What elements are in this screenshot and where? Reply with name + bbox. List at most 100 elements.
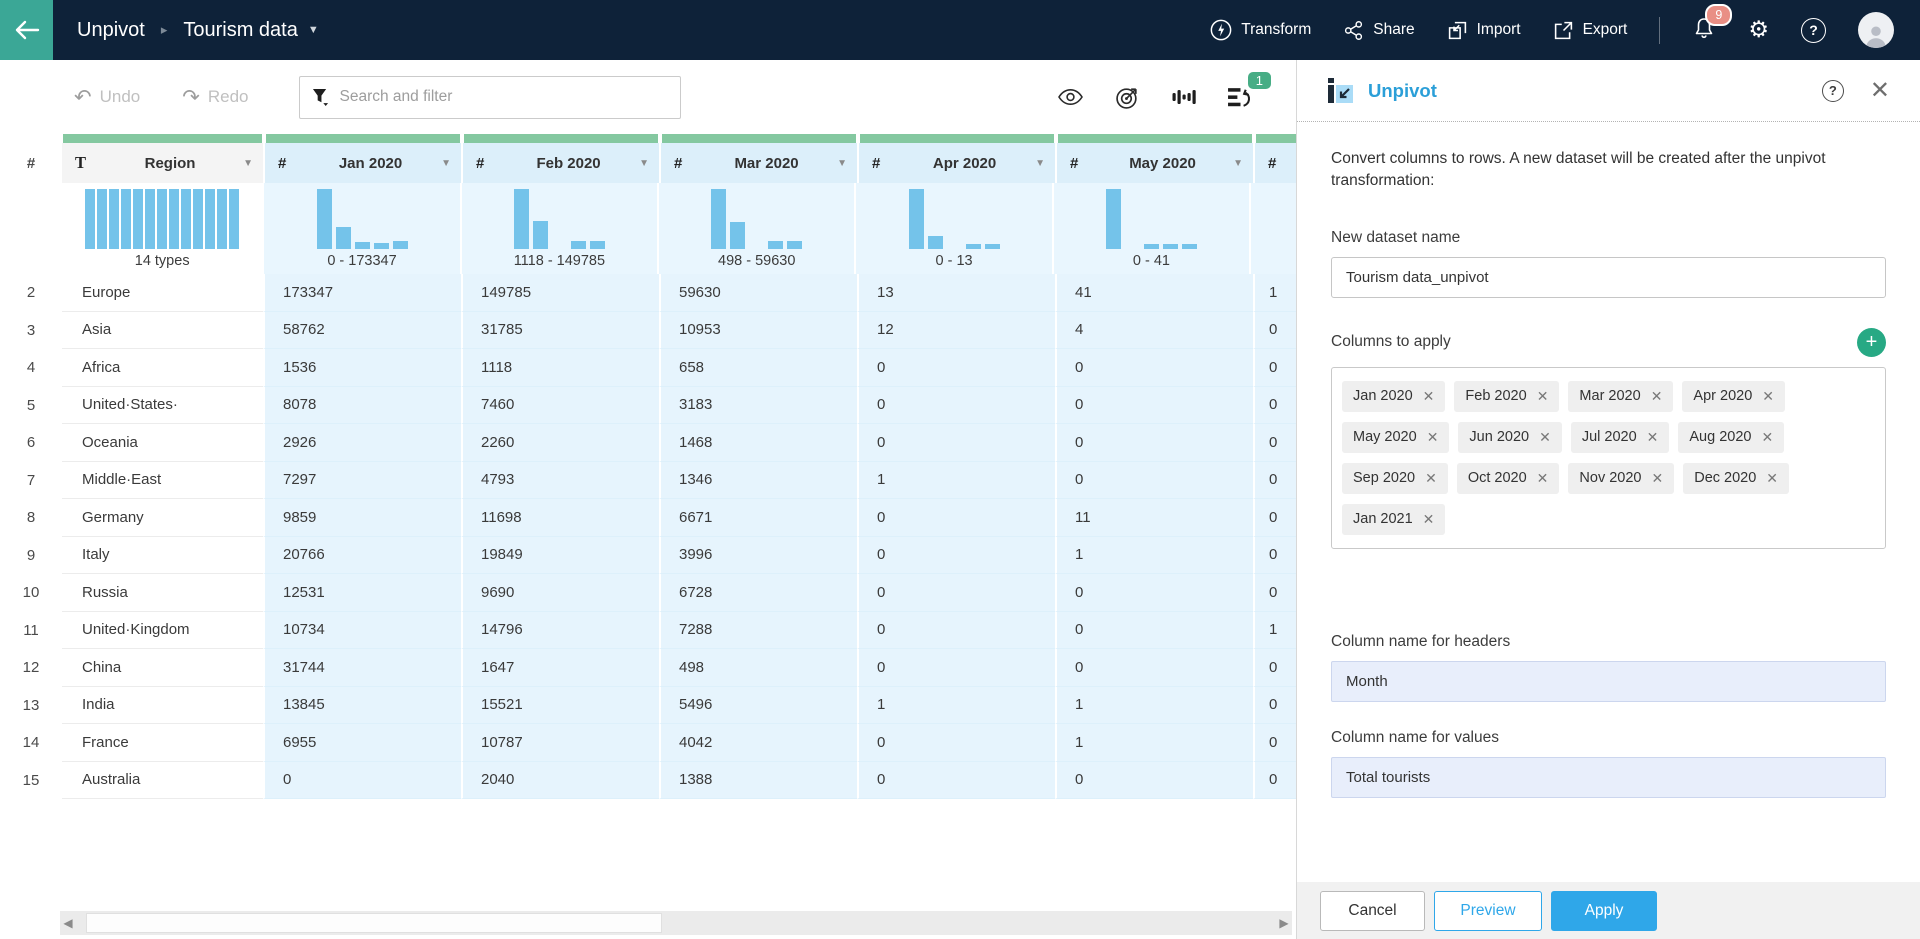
share-button[interactable]: Share [1343,20,1414,41]
value-cell[interactable]: 0 [1055,574,1253,612]
value-cell[interactable]: 0 [1253,424,1296,462]
value-cell[interactable]: 0 [857,349,1055,387]
chip-remove-icon[interactable]: ✕ [1425,470,1437,487]
scrollbar-track[interactable] [76,911,1276,935]
column-menu-caret-icon[interactable]: ▼ [243,158,253,169]
table-row[interactable]: 2Europe1733471497855963013411 [0,274,1296,312]
chip-remove-icon[interactable]: ✕ [1423,511,1435,528]
column-chip[interactable]: Jul 2020✕ [1571,422,1670,453]
value-cell[interactable]: 11 [1055,499,1253,537]
column-chip[interactable]: Sep 2020✕ [1342,463,1448,494]
column-header-cell[interactable]: #Feb 2020▼ [463,143,659,183]
table-row[interactable]: 11United·Kingdom10734147967288001 [0,612,1296,650]
column-chip[interactable]: Apr 2020✕ [1682,381,1785,412]
value-cell[interactable]: 0 [1253,537,1296,575]
value-cell[interactable]: 3996 [659,537,857,575]
value-cell[interactable]: 1468 [659,424,857,462]
table-row[interactable]: 5United·States·807874603183000 [0,387,1296,425]
chevron-down-icon[interactable]: ▼ [308,24,319,36]
apply-button[interactable]: Apply [1551,891,1657,931]
values-column-input[interactable] [1331,757,1886,798]
chip-remove-icon[interactable]: ✕ [1537,388,1549,405]
table-row[interactable]: 12China317441647498000 [0,649,1296,687]
value-cell[interactable]: 1346 [659,462,857,500]
value-cell[interactable]: 13845 [263,687,461,725]
value-cell[interactable]: 0 [263,762,461,800]
target-quality-button[interactable] [1115,85,1140,110]
panel-help-icon[interactable]: ? [1822,80,1844,102]
value-cell[interactable]: 0 [1253,574,1296,612]
column-chip[interactable]: May 2020✕ [1342,422,1449,453]
column-chip[interactable]: Mar 2020✕ [1568,381,1673,412]
table-row[interactable]: 10Russia1253196906728000 [0,574,1296,612]
value-cell[interactable]: 2260 [461,424,659,462]
value-cell[interactable]: 4 [1055,312,1253,350]
value-cell[interactable]: 4042 [659,724,857,762]
region-cell[interactable]: India [62,687,263,725]
region-cell[interactable]: France [62,724,263,762]
avatar[interactable] [1858,12,1894,48]
horizontal-scrollbar[interactable]: ◀ ▶ [60,911,1292,935]
column-stats-button[interactable] [1171,85,1196,109]
value-cell[interactable]: 0 [857,424,1055,462]
column-histogram[interactable]: 0 - 13 [854,183,1051,274]
value-cell[interactable]: 20766 [263,537,461,575]
column-histogram[interactable]: 0 - 41 [1052,183,1249,274]
value-cell[interactable]: 0 [1055,387,1253,425]
region-cell[interactable]: Germany [62,499,263,537]
column-header-cell[interactable]: TRegion▼ [62,143,263,183]
column-menu-caret-icon[interactable]: ▼ [639,158,649,169]
column-menu-caret-icon[interactable]: ▼ [441,158,451,169]
column-header-cell[interactable]: #May 2020▼ [1057,143,1253,183]
search-filter-box[interactable] [299,76,681,119]
column-chip[interactable]: Dec 2020✕ [1683,463,1789,494]
table-row[interactable]: 9Italy20766198493996010 [0,537,1296,575]
column-chip[interactable]: Jan 2021✕ [1342,504,1445,535]
region-cell[interactable]: Australia [62,762,263,800]
region-cell[interactable]: Middle·East [62,462,263,500]
column-menu-caret-icon[interactable]: ▼ [1035,158,1045,169]
region-cell[interactable]: China [62,649,263,687]
value-cell[interactable]: 1 [1055,724,1253,762]
pipeline-steps-button[interactable]: 1 [1227,85,1254,110]
value-cell[interactable]: 0 [857,537,1055,575]
value-cell[interactable]: 1 [1253,612,1296,650]
value-cell[interactable]: 498 [659,649,857,687]
chip-remove-icon[interactable]: ✕ [1651,388,1663,405]
column-menu-caret-icon[interactable]: ▼ [1233,158,1243,169]
value-cell[interactable]: 7297 [263,462,461,500]
value-cell[interactable]: 2040 [461,762,659,800]
dataset-name-input[interactable] [1331,257,1886,298]
headers-column-input[interactable] [1331,661,1886,702]
region-cell[interactable]: Oceania [62,424,263,462]
column-select-strip[interactable] [63,134,262,143]
column-select-strip[interactable] [464,134,658,143]
scrollbar-thumb[interactable] [86,913,662,933]
column-chip[interactable]: Jan 2020✕ [1342,381,1445,412]
value-cell[interactable]: 12531 [263,574,461,612]
value-cell[interactable]: 0 [1253,499,1296,537]
value-cell[interactable]: 8078 [263,387,461,425]
value-cell[interactable]: 9859 [263,499,461,537]
value-cell[interactable]: 1 [1055,687,1253,725]
breadcrumb-root[interactable]: Unpivot [77,19,145,42]
chip-remove-icon[interactable]: ✕ [1761,429,1773,446]
value-cell[interactable]: 6955 [263,724,461,762]
column-select-strip[interactable] [662,134,856,143]
chip-remove-icon[interactable]: ✕ [1762,388,1774,405]
region-cell[interactable]: Russia [62,574,263,612]
value-cell[interactable]: 0 [857,724,1055,762]
value-cell[interactable]: 0 [1253,462,1296,500]
value-cell[interactable]: 0 [1253,687,1296,725]
column-histogram[interactable]: 14 types [62,183,262,274]
value-cell[interactable]: 10953 [659,312,857,350]
column-header-cell[interactable]: #Mar 2020▼ [661,143,857,183]
value-cell[interactable]: 6671 [659,499,857,537]
scroll-left-arrow-icon[interactable]: ◀ [60,916,76,930]
region-cell[interactable]: United·States· [62,387,263,425]
column-select-strip[interactable] [266,134,460,143]
value-cell[interactable]: 13 [857,274,1055,312]
value-cell[interactable]: 10787 [461,724,659,762]
value-cell[interactable]: 0 [1253,724,1296,762]
column-chip[interactable]: Aug 2020✕ [1678,422,1784,453]
